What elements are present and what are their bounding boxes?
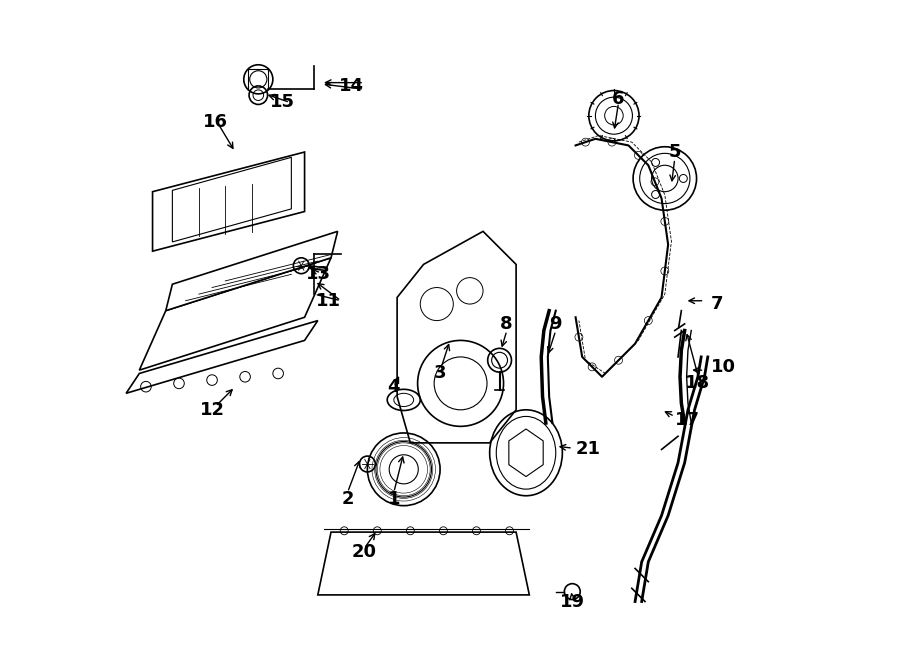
Text: 9: 9 [550, 315, 562, 333]
Text: 7: 7 [711, 295, 724, 313]
Text: 5: 5 [669, 143, 681, 161]
Text: 4: 4 [388, 377, 400, 396]
Polygon shape [153, 152, 304, 251]
Polygon shape [318, 532, 529, 595]
Text: 6: 6 [612, 90, 625, 108]
Text: 13: 13 [306, 265, 331, 284]
Text: 17: 17 [675, 410, 699, 429]
Text: 8: 8 [500, 315, 512, 333]
Text: 16: 16 [202, 113, 228, 132]
Polygon shape [397, 231, 516, 443]
Text: 20: 20 [352, 543, 376, 561]
Text: 3: 3 [434, 364, 446, 383]
Polygon shape [126, 321, 318, 393]
Text: 12: 12 [200, 401, 224, 419]
Text: 21: 21 [576, 440, 600, 459]
Text: 10: 10 [711, 358, 736, 376]
Text: 2: 2 [341, 490, 354, 508]
Text: 11: 11 [316, 292, 341, 310]
Text: 14: 14 [339, 77, 365, 95]
Text: 1: 1 [388, 490, 400, 508]
Polygon shape [140, 258, 331, 370]
Text: 19: 19 [560, 592, 585, 611]
Polygon shape [166, 231, 338, 311]
Text: 18: 18 [685, 374, 710, 393]
Text: 15: 15 [270, 93, 294, 112]
